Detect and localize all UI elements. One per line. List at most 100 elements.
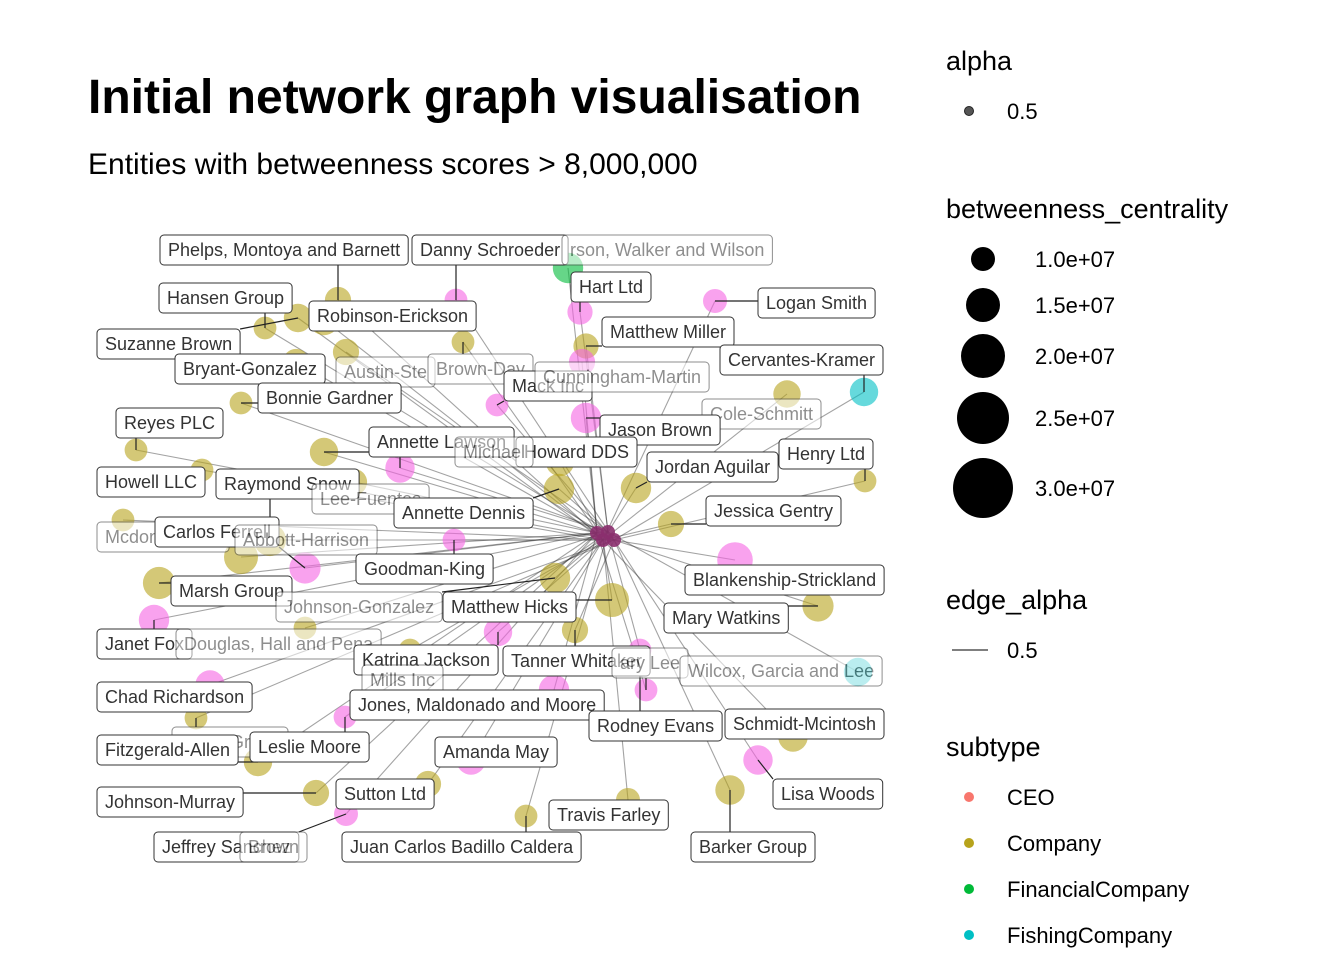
node-label-box — [249, 731, 370, 763]
node-label: Travis Farley — [548, 799, 669, 831]
node-label-box — [170, 575, 293, 607]
node-label: Johnson-Gonzalez — [275, 591, 443, 623]
legend-subtype-key-financialcompany — [964, 884, 974, 894]
node-label-text: Goodman-King — [364, 559, 485, 579]
legend-subtype-title: subtype — [946, 732, 1041, 762]
node-label-box — [778, 438, 874, 470]
node-label-text: Jordan Aguilar — [655, 457, 770, 477]
node-label-box — [115, 407, 224, 439]
legend-size-label-5: 3.0e+07 — [1035, 476, 1115, 501]
node-label: Leslie Moore — [249, 731, 370, 763]
node-label-text: Cole-Schmitt — [710, 404, 813, 424]
legend-size-key-3 — [961, 334, 1005, 378]
legend-size-label-2: 1.5e+07 — [1035, 293, 1115, 318]
legend-subtype-key-ceo — [964, 792, 974, 802]
node-label-text: Austin-Ste — [344, 362, 427, 382]
node-label-text: rson, Walker and Wilson — [570, 240, 764, 260]
node-label-box — [175, 628, 382, 660]
legend-size-key-1 — [971, 247, 995, 271]
node-label-text: Suzanne Brown — [105, 334, 232, 354]
node-label-box — [96, 681, 253, 713]
node-label: Phelps, Montoya and Barnett — [159, 234, 409, 266]
node-label-box — [275, 591, 443, 623]
node-label-text: Janet Fox — [105, 634, 184, 654]
node-label-text: Chad Richardson — [105, 687, 244, 707]
legend-size-key-2 — [966, 288, 1000, 322]
legend-subtype-label-ceo: CEO — [1007, 785, 1055, 810]
label-leader-line — [532, 488, 560, 499]
node-label: Matthew Miller — [601, 316, 735, 348]
node-label-box — [341, 831, 582, 863]
legend-alpha-title: alpha — [946, 46, 1013, 76]
legend-size-label-4: 2.5e+07 — [1035, 406, 1115, 431]
legend-edge-alpha-value: 0.5 — [1007, 638, 1038, 663]
node-label: Mary Watkins — [663, 602, 789, 634]
node-label-text: Schmidt-Mcintosh — [733, 714, 876, 734]
node-label-text: Henry Ltd — [787, 444, 865, 464]
node-label: Juan Carlos Badillo Caldera — [341, 831, 582, 863]
node-label: Lisa Woods — [772, 778, 884, 810]
node-label-text: Bonnie Gardner — [266, 388, 393, 408]
node-label-text: Matthew Hicks — [451, 597, 568, 617]
node-label-text: Sutton Ltd — [344, 784, 426, 804]
node-label-box — [570, 271, 652, 303]
node-label-text: Cunningham-Martin — [543, 367, 701, 387]
node-label: Blankenship-Strickland — [684, 564, 885, 596]
hub-4 — [601, 525, 615, 539]
node-label-box — [772, 778, 884, 810]
legend-size-key-5 — [953, 458, 1013, 518]
node-label-box — [601, 316, 735, 348]
node-label-text: Robinson-Erickson — [317, 306, 468, 326]
node-label: Fitzgerald-Allen — [96, 734, 239, 766]
node-label-box — [257, 382, 402, 414]
node-label-box — [239, 831, 308, 863]
node-label: Johnson-Murray — [96, 786, 244, 818]
node-label: Jones, Maldonado and Moore — [349, 689, 605, 721]
node-label-text: Howard DDS — [524, 442, 629, 462]
node-label-text: Fitzgerald-Allen — [105, 740, 230, 760]
node-label: Hart Ltd — [570, 271, 652, 303]
node-label-text: Leslie Moore — [258, 737, 361, 757]
label-layer: Phelps, Montoya and Barnett Danny Schroed… — [96, 234, 885, 863]
node-label: Rodney Evans — [588, 710, 723, 742]
node-label: rson, Walker and Wilson — [561, 234, 773, 266]
node-label-box — [705, 495, 842, 527]
label-leader-line — [442, 577, 556, 593]
node-label-text: ary Lee — [620, 653, 680, 673]
node-label-box — [690, 831, 816, 863]
node-label: Mills Inc — [361, 664, 444, 696]
node-label-text: Hansen Group — [167, 288, 284, 308]
legend-subtype-key-company — [964, 838, 974, 848]
label-leader-line — [757, 759, 774, 780]
node-label-text: Brown-Dav — [436, 359, 525, 379]
node-label-box — [158, 282, 293, 314]
label-leader-line — [496, 400, 505, 406]
node-label: Cervantes-Kramer — [719, 344, 884, 376]
legend-size-label-1: 1.0e+07 — [1035, 247, 1115, 272]
label-leader-line — [239, 317, 299, 330]
node-label: Wilcox, Garcia and Lee — [679, 655, 883, 687]
node-label: Jordan Aguilar — [646, 451, 779, 483]
node-label-text: Jessica Gentry — [714, 501, 833, 521]
legend-alpha-value: 0.5 — [1007, 99, 1038, 124]
node-label-box — [442, 591, 577, 623]
node-label: Chad Richardson — [96, 681, 253, 713]
node-label: Danny Schroeder — [411, 234, 569, 266]
node-label-text: Lisa Woods — [781, 784, 875, 804]
node-label: Sutton Ltd — [335, 778, 435, 810]
node-label-text: Howell LLC — [105, 472, 197, 492]
label-leader-line — [635, 481, 648, 489]
node-label-box — [646, 451, 779, 483]
node-label: Bonnie Gardner — [257, 382, 402, 414]
node-label-box — [548, 799, 669, 831]
legend-subtype-label-fishingcompany: FishingCompany — [1007, 923, 1172, 948]
node-label-box — [96, 786, 244, 818]
node-label-box — [159, 234, 409, 266]
node-label: Abbott-Harrison — [234, 524, 378, 556]
node-label: Barker Group — [690, 831, 816, 863]
node-label-text: Travis Farley — [557, 805, 660, 825]
node-label-box — [355, 553, 494, 585]
edge-tanner — [574, 539, 615, 631]
node-label-text: Annette Dennis — [402, 503, 525, 523]
